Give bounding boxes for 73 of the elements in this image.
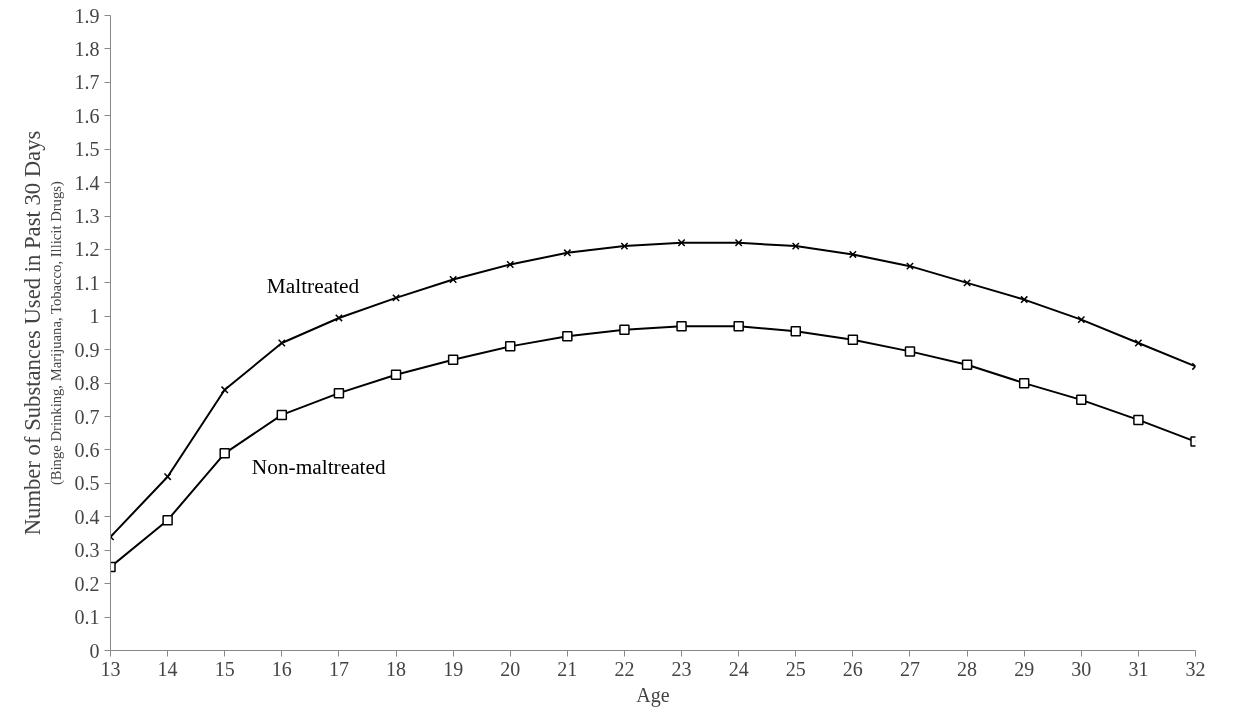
x-tick-label: 25 [785, 657, 806, 680]
point [1133, 414, 1144, 426]
y-tick-label: 1.1 [74, 271, 100, 294]
point [504, 341, 516, 352]
point [392, 293, 400, 302]
x-tick-label: 16 [271, 657, 292, 680]
series-label: Maltreated [266, 274, 360, 299]
y-tick-label: 1 [89, 305, 100, 328]
point [219, 448, 230, 459]
y-tick-label: 0.6 [74, 438, 100, 461]
y-tick-label: 1.3 [74, 205, 100, 228]
y-tick-label: 0.5 [74, 472, 100, 495]
y-tick-label: 1.4 [74, 171, 100, 194]
x-tick-label: 20 [500, 657, 521, 680]
point [333, 387, 345, 399]
point [562, 331, 573, 342]
point [277, 339, 286, 347]
point [1018, 377, 1030, 389]
y-tick-label: 0.7 [74, 405, 100, 428]
y-tick-label: 0.9 [74, 338, 100, 361]
point [1134, 339, 1143, 347]
x-tick-label: 17 [328, 657, 349, 680]
x-tick-label: 14 [157, 657, 178, 680]
point [1077, 315, 1086, 324]
y-tick-label: 1.6 [74, 104, 100, 127]
x-tick-label: 22 [614, 657, 635, 680]
x-tick-label: 29 [1014, 657, 1035, 680]
point [447, 354, 459, 365]
x-tick-label: 13 [100, 657, 121, 680]
x-tick-label: 30 [1071, 657, 1092, 680]
point [276, 409, 288, 421]
x-tick-label: 32 [1185, 657, 1206, 680]
text: (Binge Drinking, Marijuana, Tobacco, Illicit Drugs) [47, 181, 65, 486]
point [847, 334, 859, 345]
point [790, 326, 802, 337]
y-tick-label: 1.5 [74, 138, 100, 161]
y-tick-label: 0.1 [74, 606, 100, 629]
point [619, 324, 630, 335]
x-tick-label: 26 [842, 657, 863, 680]
y-tick-label: 0.8 [74, 372, 100, 395]
point [506, 260, 515, 269]
y-tick-label: 1.9 [74, 4, 100, 27]
y-tick-label: 0.4 [74, 505, 100, 528]
y-tick-label: 1.8 [74, 37, 100, 60]
x-tick-label: 31 [1128, 657, 1149, 680]
point [390, 369, 402, 381]
series-label: Non-maltreated [251, 454, 386, 479]
y-tick-label: 1.2 [74, 238, 100, 261]
x-tick-label: 21 [557, 657, 578, 680]
point [676, 321, 687, 332]
x-tick-label: 15 [214, 657, 235, 680]
x-tick-label: 18 [386, 657, 407, 680]
point [1076, 394, 1087, 406]
x-tick-label: 28 [957, 657, 978, 680]
x-tick-label: 19 [443, 657, 464, 680]
point [961, 359, 973, 370]
y-axis-title: Number of Substances Used in Past 30 Days [19, 130, 45, 536]
point [904, 346, 916, 357]
point [334, 314, 343, 322]
point [733, 321, 744, 332]
point [162, 514, 173, 526]
x-tick-label: 27 [899, 657, 920, 680]
y-tick-label: 0 [89, 639, 100, 662]
y-tick-label: 0.2 [74, 572, 100, 595]
y-tick-label: 0.3 [74, 539, 100, 562]
point [1020, 295, 1029, 304]
point [220, 385, 229, 394]
x-tick-label: 23 [671, 657, 692, 680]
point [163, 472, 172, 481]
point [449, 275, 458, 284]
x-tick-label: 24 [728, 657, 749, 680]
x-axis-title: Age [636, 683, 670, 707]
y-tick-label: 1.7 [74, 71, 100, 94]
